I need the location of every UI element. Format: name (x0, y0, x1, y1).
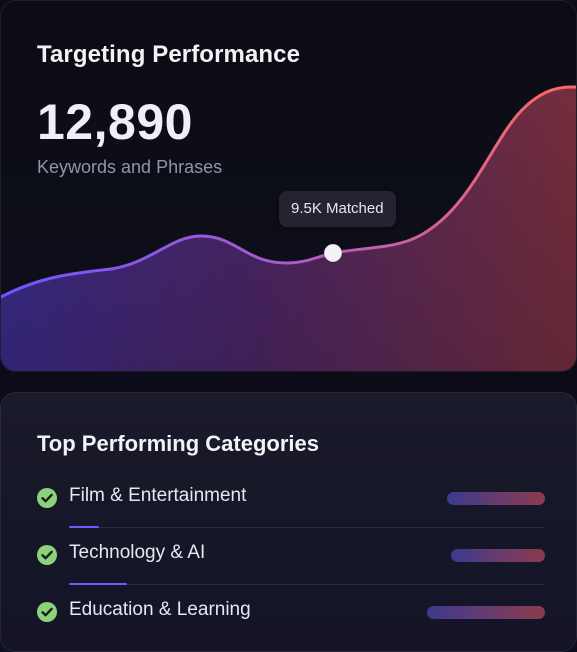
card-title: Targeting Performance (37, 41, 301, 68)
category-label: Film & Entertainment (69, 485, 247, 506)
categories-list: Film & Entertainment Technology & AI (37, 471, 545, 645)
check-circle-icon (37, 602, 57, 622)
targeting-performance-card: Targeting Performance 12,890 Keywords an… (0, 0, 577, 372)
category-bar (427, 606, 545, 619)
category-row[interactable]: Film & Entertainment (37, 471, 545, 528)
category-row[interactable]: Education & Learning (37, 585, 545, 645)
row-progress (69, 526, 99, 528)
row-progress (69, 583, 127, 585)
category-bar (451, 549, 545, 562)
chart-tooltip: 9.5K Matched (279, 191, 396, 227)
chart-line (1, 85, 576, 299)
category-label: Education & Learning (69, 599, 251, 620)
row-divider (69, 584, 545, 585)
keywords-subtitle: Keywords and Phrases (37, 157, 223, 177)
performance-area-chart (1, 85, 576, 371)
check-circle-icon (37, 488, 57, 508)
category-row[interactable]: Technology & AI (37, 528, 545, 585)
top-categories-card: Top Performing Categories Film & Enterta… (0, 392, 577, 652)
category-bar (447, 492, 545, 505)
categories-title: Top Performing Categories (37, 431, 319, 456)
chart-highlight-point[interactable] (323, 243, 343, 263)
check-circle-icon (37, 545, 57, 565)
row-divider (69, 527, 545, 528)
keywords-count: 12,890 (37, 94, 193, 150)
category-label: Technology & AI (69, 542, 206, 563)
